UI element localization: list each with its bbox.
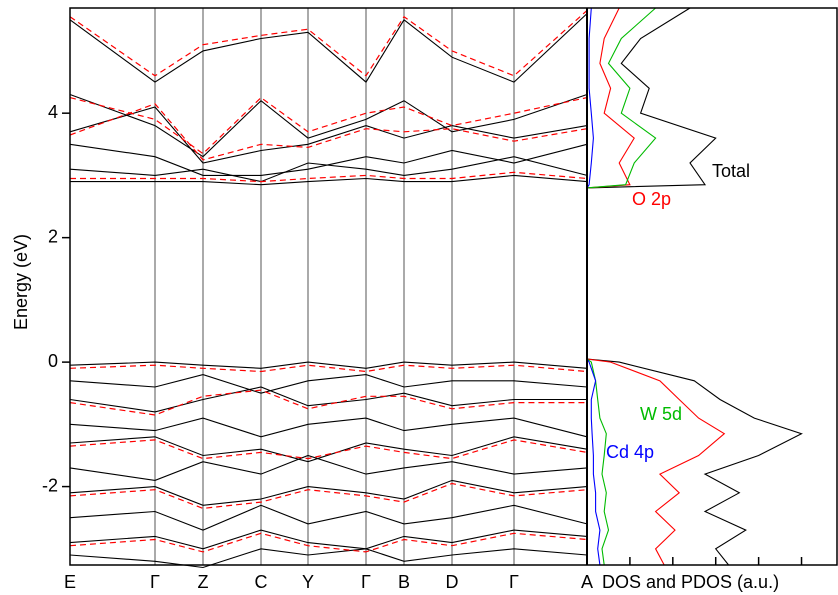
band <box>69 103 588 161</box>
band <box>69 93 588 158</box>
band <box>69 417 588 438</box>
series-label: Cd 4p <box>606 442 654 462</box>
band <box>69 482 588 510</box>
x-tick-label: Γ <box>150 572 160 592</box>
x-tick-label: C <box>255 572 268 592</box>
band <box>69 96 588 155</box>
dos-curve <box>586 7 657 566</box>
x-tick-label: Γ <box>361 572 371 592</box>
band <box>69 156 588 183</box>
dos-curve <box>586 7 803 566</box>
band <box>69 454 588 481</box>
band <box>69 106 588 164</box>
x-tick-label: Y <box>302 572 314 592</box>
band <box>69 361 588 369</box>
band <box>69 479 588 506</box>
band <box>70 171 588 183</box>
x-tick-label: Γ <box>509 572 519 592</box>
x-tick-label: A <box>581 572 593 592</box>
dos-curve <box>586 7 726 566</box>
y-tick-label: -2 <box>42 475 58 495</box>
band <box>70 174 588 186</box>
series-label: O 2p <box>632 189 671 209</box>
series-label: Total <box>712 161 750 181</box>
dos-curve <box>586 7 601 566</box>
band <box>69 10 588 77</box>
band <box>69 532 588 553</box>
band <box>69 504 588 531</box>
band <box>69 143 588 176</box>
y-tick-label: 2 <box>48 226 58 246</box>
x-axis-label: DOS and PDOS (a.u.) <box>602 572 779 592</box>
band <box>69 364 588 373</box>
plot-frame <box>69 7 838 566</box>
band <box>69 386 587 413</box>
band <box>69 13 588 83</box>
y-tick-label: 4 <box>48 102 58 122</box>
band <box>69 439 588 460</box>
band <box>69 529 588 550</box>
band <box>69 374 588 394</box>
band <box>69 389 587 416</box>
x-tick-label: E <box>64 572 76 592</box>
y-axis-label: Energy (eV) <box>11 234 31 330</box>
x-tick-label: B <box>398 572 410 592</box>
y-tick-label: 0 <box>48 351 58 371</box>
x-tick-label: Z <box>198 572 209 592</box>
series-label: W 5d <box>640 404 682 424</box>
x-tick-label: D <box>446 572 459 592</box>
band <box>69 436 588 463</box>
